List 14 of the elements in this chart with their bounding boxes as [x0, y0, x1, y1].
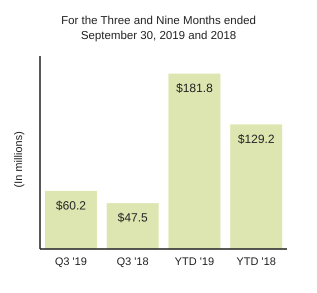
- data-label: $129.2: [238, 132, 275, 146]
- x-tick-label: YTD '19: [174, 256, 214, 268]
- chart-title: For the Three and Nine Months ended September 30, 2019 and 2018: [60, 14, 257, 44]
- x-tick-label: YTD '18: [236, 256, 276, 268]
- bar: [106, 203, 159, 249]
- x-tick-label: Q3 '18: [116, 256, 149, 268]
- data-label: $60.2: [56, 198, 86, 212]
- bar: [230, 124, 282, 249]
- bar: [44, 190, 97, 249]
- y-axis-title: (In millions): [12, 131, 25, 188]
- data-label: $181.8: [176, 81, 214, 96]
- data-label: $47.5: [118, 210, 148, 225]
- x-tick-label: Q3 '19: [54, 256, 87, 268]
- bar: [168, 74, 220, 249]
